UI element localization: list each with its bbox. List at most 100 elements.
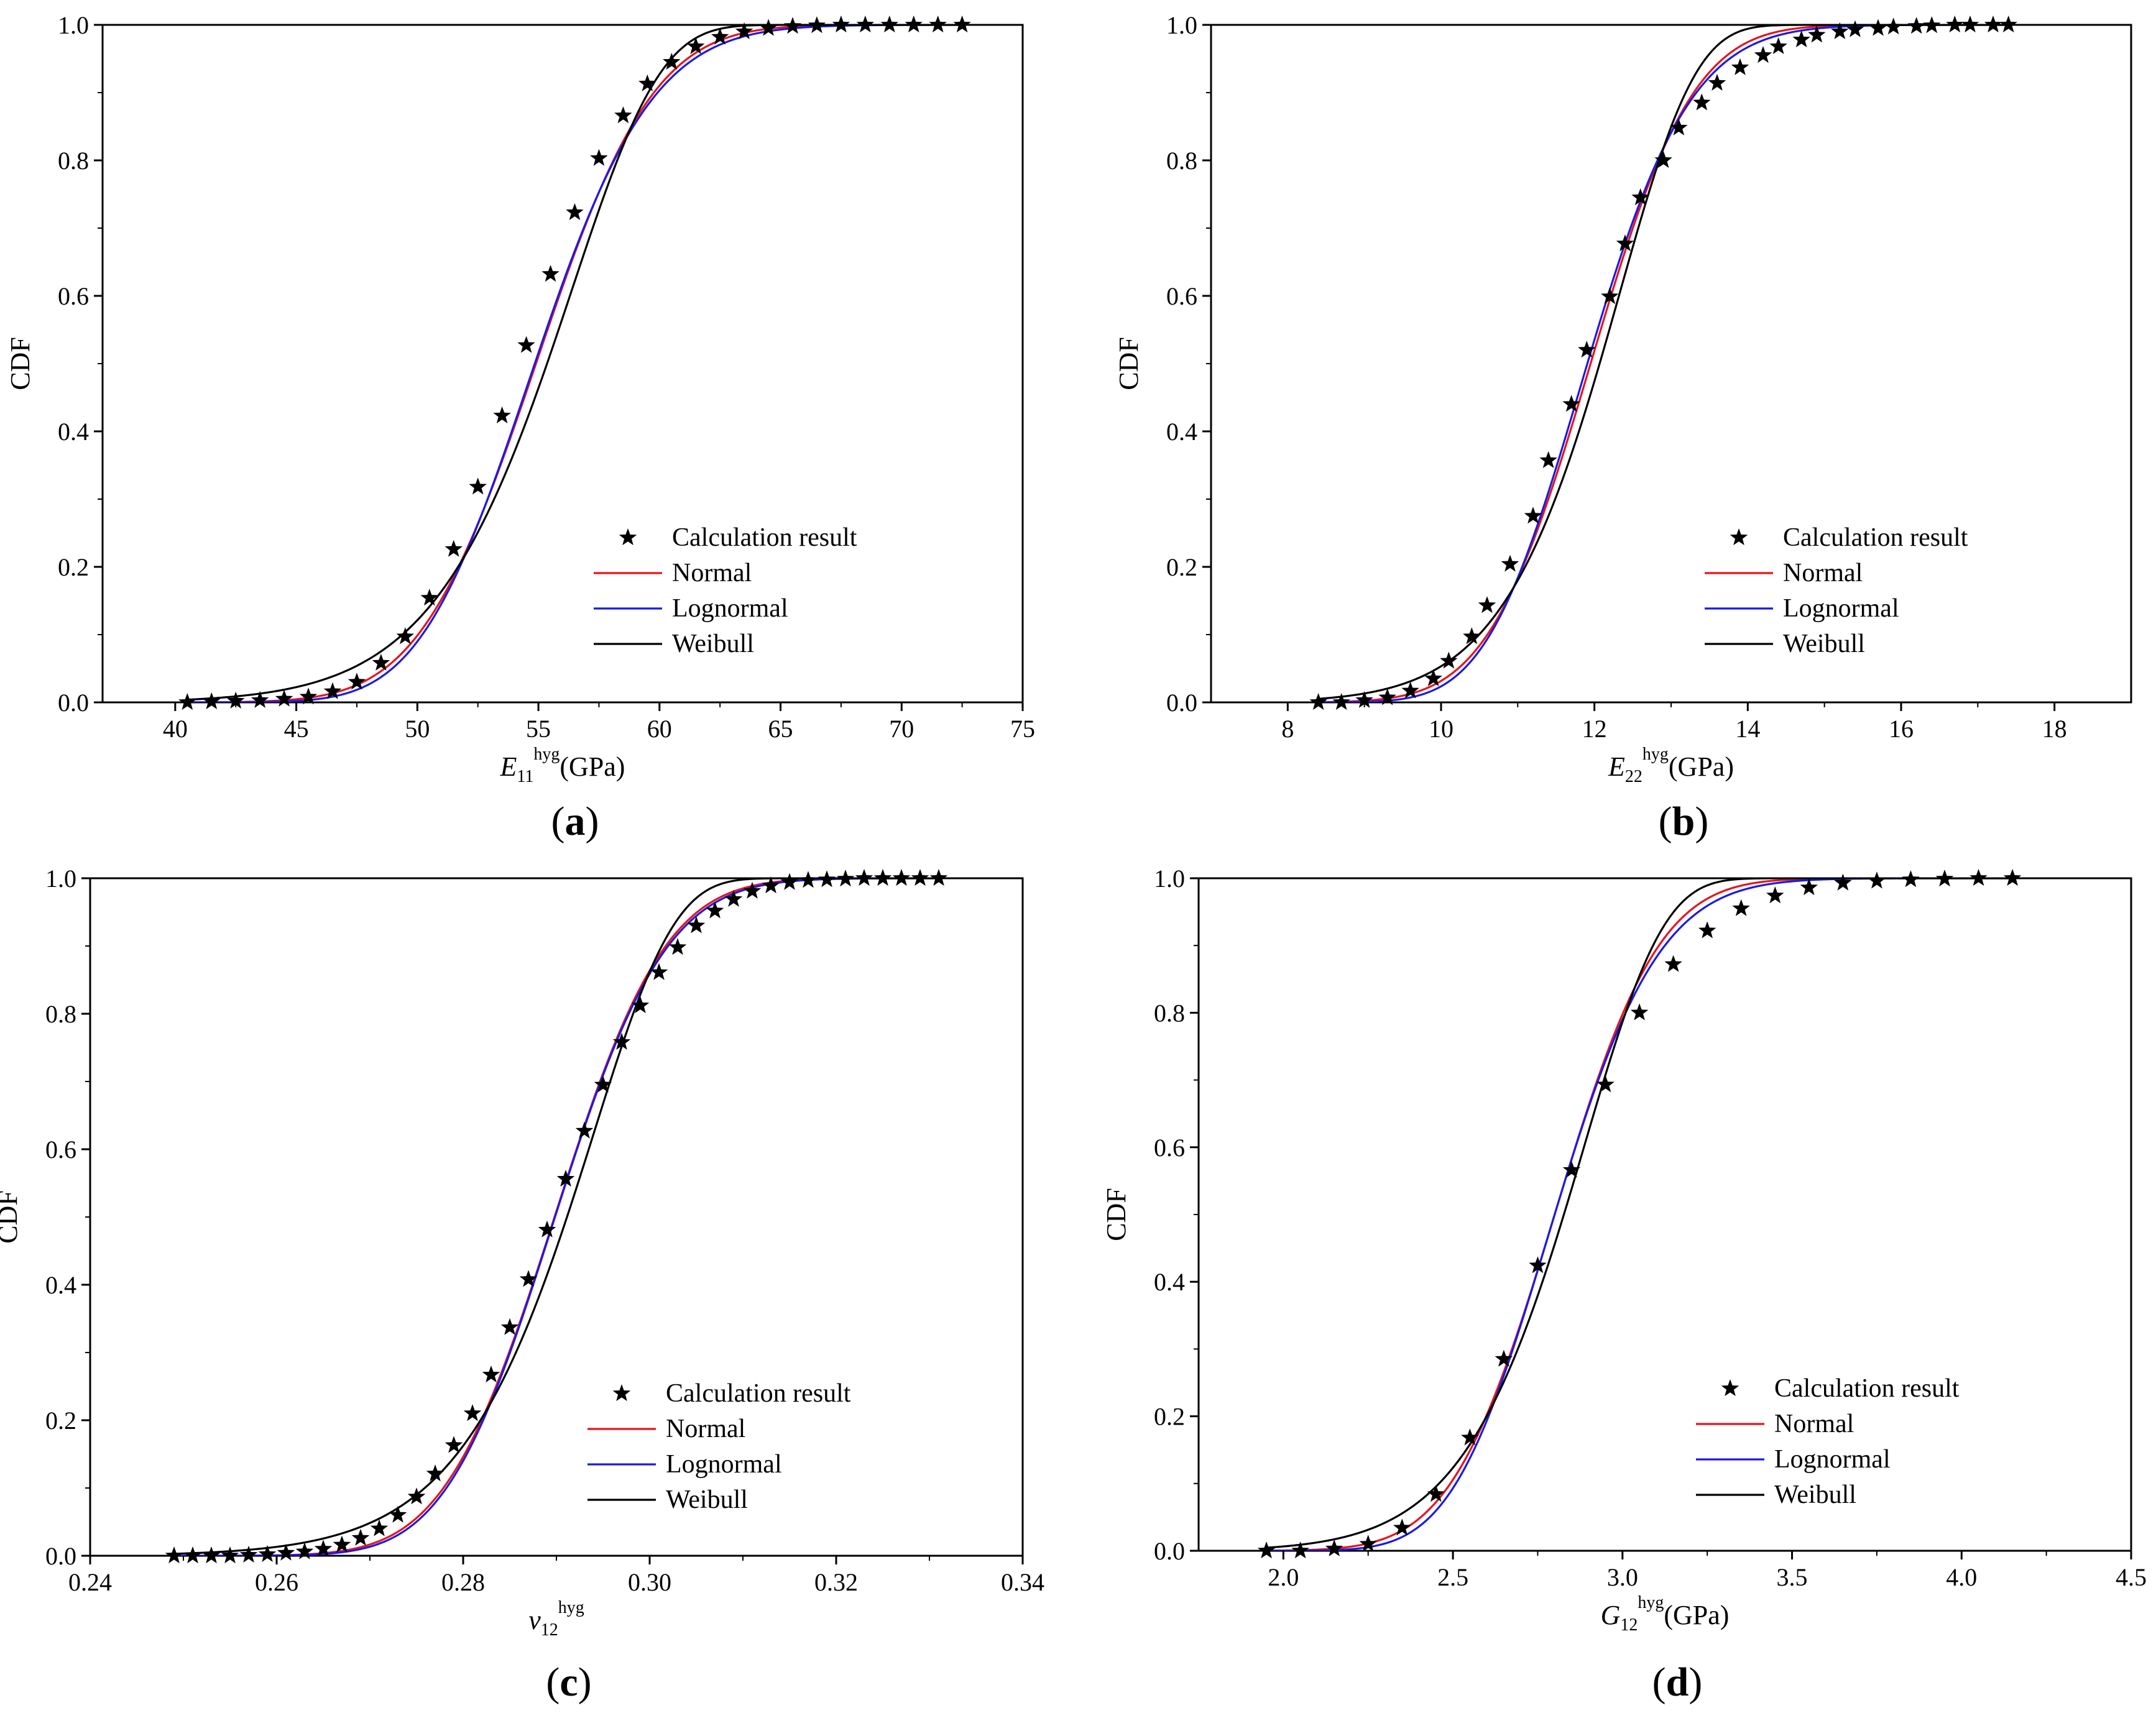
data-point-star bbox=[711, 27, 729, 45]
legend: Calculation result Normal Lognormal Weibull bbox=[1705, 523, 1968, 658]
data-point-star bbox=[631, 996, 650, 1014]
legend-marker-star bbox=[1721, 1379, 1739, 1397]
data-point-star bbox=[1846, 20, 1864, 37]
data-point-star bbox=[892, 869, 911, 886]
data-point-star bbox=[1529, 1256, 1547, 1274]
panel-label-letter: d bbox=[1666, 1660, 1689, 1705]
data-point-star bbox=[706, 901, 724, 919]
plot-frame bbox=[89, 877, 1024, 1557]
data-point-star bbox=[1401, 681, 1419, 699]
x-axis-title-subscript: 22 bbox=[1625, 767, 1642, 786]
data-point-star bbox=[1961, 16, 1979, 33]
x-axis-title: E22hyg(GPa) bbox=[1608, 745, 1734, 786]
data-point-star bbox=[1562, 1160, 1581, 1178]
data-point-star bbox=[614, 106, 632, 124]
data-point-star bbox=[372, 653, 390, 671]
x-tick-label: 8 bbox=[1281, 715, 1294, 743]
series-group bbox=[1318, 25, 2009, 702]
x-tick-label: 14 bbox=[1735, 715, 1760, 743]
legend-label: Lognormal bbox=[1783, 594, 1899, 623]
data-point-star bbox=[407, 1487, 426, 1505]
data-point-star bbox=[668, 938, 687, 955]
x-tick-label: 4.5 bbox=[2116, 1563, 2147, 1591]
plot-frame bbox=[1197, 877, 2132, 1552]
data-point-star bbox=[759, 19, 778, 36]
series-group bbox=[1266, 878, 2013, 1551]
series-line-lognormal bbox=[1318, 25, 2009, 702]
data-point-star bbox=[333, 1535, 351, 1553]
series-line-weibull bbox=[1318, 25, 2009, 700]
chart-panel-d: 2.0 2.5 3.0 3.5 4.0 4.5 0.0 0.2 0.4 0.6 0.8 1.0 CDF G… bbox=[1101, 865, 2147, 1705]
series-line-weibull bbox=[187, 25, 962, 701]
x-tick-label: 45 bbox=[284, 715, 309, 743]
panel-label-close: ) bbox=[1688, 1660, 1702, 1705]
legend: Calculation result Normal Lognormal Weibull bbox=[1696, 1374, 1960, 1509]
data-point-star bbox=[1969, 869, 1988, 886]
data-point-star bbox=[1325, 1539, 1343, 1556]
data-point-star bbox=[1907, 17, 1925, 34]
legend-label: Normal bbox=[672, 559, 752, 587]
data-point-star bbox=[686, 37, 705, 54]
legend-label: Lognormal bbox=[1774, 1445, 1891, 1474]
data-point-star bbox=[1631, 188, 1649, 206]
x-axis-title-main: E bbox=[500, 751, 517, 782]
series-line-lognormal bbox=[174, 878, 939, 1556]
data-point-star bbox=[1868, 871, 1886, 889]
data-point-star bbox=[2003, 869, 2022, 886]
panel-label-close: ) bbox=[1695, 799, 1708, 844]
data-point-star bbox=[743, 881, 762, 899]
y-tick-label: 0.4 bbox=[1166, 418, 1197, 446]
panel-label-open: ( bbox=[551, 799, 565, 844]
y-tick-label: 1.0 bbox=[1154, 865, 1185, 893]
x-axis-title-superscript: hyg bbox=[1642, 745, 1669, 764]
y-axis-title: CDF bbox=[1101, 1188, 1131, 1241]
panel-label-open: ( bbox=[1659, 799, 1672, 844]
data-point-star bbox=[880, 16, 899, 33]
data-point-star bbox=[1257, 1541, 1276, 1559]
data-point-star bbox=[832, 16, 850, 33]
data-point-star bbox=[1461, 1428, 1479, 1446]
legend: Calculation result Normal Lognormal Weibull bbox=[587, 1379, 851, 1514]
data-point-star bbox=[314, 1540, 333, 1557]
data-point-star bbox=[538, 1220, 556, 1238]
x-tick-label: 18 bbox=[2042, 715, 2067, 743]
data-point-star bbox=[517, 336, 535, 353]
x-axis-title-subscript: 12 bbox=[541, 1620, 558, 1640]
series-group bbox=[173, 878, 939, 1556]
data-point-star bbox=[566, 203, 584, 221]
data-point-star bbox=[856, 16, 875, 33]
data-point-star bbox=[1902, 870, 1920, 888]
data-point-star bbox=[905, 16, 923, 33]
data-point-star bbox=[808, 16, 826, 34]
panel-label: (c) bbox=[546, 1660, 591, 1705]
data-point-star bbox=[556, 1170, 575, 1187]
data-point-star bbox=[929, 869, 948, 886]
legend-marker-star bbox=[1730, 528, 1748, 546]
data-point-star bbox=[295, 1542, 314, 1559]
panel-label: (b) bbox=[1659, 799, 1709, 844]
data-point-star bbox=[1800, 878, 1818, 896]
data-point-star bbox=[1732, 899, 1750, 916]
y-axis-title: CDF bbox=[5, 337, 35, 390]
data-point-star bbox=[1984, 16, 2002, 33]
x-tick-label: 50 bbox=[405, 715, 430, 743]
y-tick-label: 1.0 bbox=[45, 865, 76, 893]
x-tick-label: 40 bbox=[163, 715, 188, 743]
x-tick-label: 0.30 bbox=[628, 1568, 671, 1596]
legend-marker-star bbox=[612, 1384, 631, 1402]
y-tick-label: 0.8 bbox=[58, 147, 89, 175]
data-point-star bbox=[275, 689, 293, 707]
data-point-star bbox=[1424, 669, 1442, 686]
legend-label: Normal bbox=[1783, 559, 1863, 587]
y-tick-label: 0.6 bbox=[58, 282, 89, 310]
panel-label-open: ( bbox=[1652, 1660, 1666, 1705]
data-point-star bbox=[493, 406, 511, 424]
x-axis-title-unit: (GPa) bbox=[1669, 751, 1734, 782]
data-point-star bbox=[1378, 688, 1396, 705]
data-point-star bbox=[202, 1546, 221, 1564]
x-tick-label: 0.26 bbox=[255, 1568, 298, 1596]
data-point-star bbox=[426, 1464, 445, 1482]
x-tick-label: 2.5 bbox=[1437, 1563, 1468, 1591]
data-point-star bbox=[1596, 1075, 1615, 1093]
series-line-lognormal bbox=[187, 25, 962, 702]
